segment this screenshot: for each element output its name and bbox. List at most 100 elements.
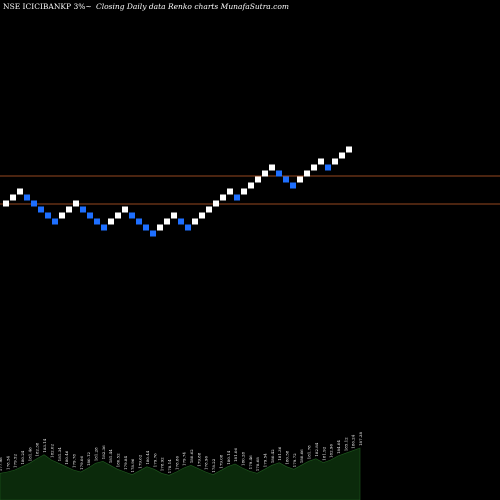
volume-label: 179.74 xyxy=(182,452,187,466)
renko-brick xyxy=(241,188,247,195)
volume-label: 178.14 xyxy=(167,459,172,473)
volume-label: 177.98 xyxy=(0,457,3,471)
chart-subtitle: Closing Daily data Renko charts MunafaSu… xyxy=(96,2,289,11)
volume-label: 178.68 xyxy=(255,457,260,471)
renko-brick xyxy=(192,218,198,225)
chart-title-symbol: NSE ICICIBANKP 3%~ xyxy=(3,2,92,11)
renko-brick xyxy=(339,152,345,159)
renko-brick xyxy=(52,218,58,225)
volume-label: 180.52 xyxy=(116,453,121,467)
volume-label: 179.76 xyxy=(152,453,157,467)
renko-brick xyxy=(115,212,121,219)
volume-label: 185.12 xyxy=(343,437,348,451)
renko-brick xyxy=(101,224,107,231)
renko-brick xyxy=(80,206,86,213)
volume-label: 178.86 xyxy=(174,456,179,470)
renko-brick xyxy=(255,176,261,183)
volume-label: 181.92 xyxy=(321,446,326,460)
renko-brick xyxy=(108,218,114,225)
renko-brick xyxy=(304,170,310,177)
volume-label: 179.88 xyxy=(196,452,201,466)
volume-label: 181.36 xyxy=(277,446,282,460)
renko-brick xyxy=(17,188,23,195)
volume-label: 187.38 xyxy=(358,432,363,446)
renko-brick xyxy=(3,200,9,207)
volume-label: 180.62 xyxy=(189,449,194,463)
renko-bricks xyxy=(3,146,352,237)
renko-brick xyxy=(227,188,233,195)
volume-label: 178.54 xyxy=(5,456,10,470)
volume-area-shape xyxy=(0,447,361,500)
volume-label: 179.84 xyxy=(123,456,128,470)
volume-label: 180.28 xyxy=(240,451,245,465)
renko-brick xyxy=(311,164,317,171)
volume-label: 180.46 xyxy=(64,450,69,464)
volume-label: 180.12 xyxy=(86,452,91,466)
renko-brick xyxy=(94,218,100,225)
renko-brick xyxy=(171,212,177,219)
volume-label: 181.28 xyxy=(94,447,99,461)
volume-label: 181.44 xyxy=(108,449,113,463)
renko-brick xyxy=(325,164,331,171)
renko-brick xyxy=(276,170,282,177)
volume-label: 179.06 xyxy=(79,456,84,470)
renko-brick xyxy=(213,200,219,207)
renko-brick xyxy=(87,212,93,219)
volume-label: 180.58 xyxy=(284,450,289,464)
renko-brick xyxy=(59,212,65,219)
reference-lines xyxy=(0,175,500,205)
volume-label: 182.84 xyxy=(314,442,319,456)
renko-brick xyxy=(157,224,163,231)
renko-brick xyxy=(122,206,128,213)
renko-brick xyxy=(318,158,324,165)
renko-brick xyxy=(283,176,289,183)
renko-brick xyxy=(164,218,170,225)
volume-label: 179.08 xyxy=(218,454,223,468)
renko-brick xyxy=(199,212,205,219)
renko-brick xyxy=(136,218,142,225)
volume-label: 182.02 xyxy=(49,444,54,458)
renko-brick xyxy=(31,200,37,207)
renko-brick xyxy=(290,182,296,189)
volume-label: 181.06 xyxy=(233,448,238,462)
renko-brick xyxy=(10,194,16,201)
volume-label: 179.46 xyxy=(248,455,253,469)
renko-brick xyxy=(143,224,149,231)
renko-brick xyxy=(24,194,30,201)
volume-label: 184.04 xyxy=(336,440,341,454)
renko-brick xyxy=(234,194,240,201)
volume-label: 179.54 xyxy=(263,453,268,467)
volume-label: 180.66 xyxy=(299,449,304,463)
volume-label: 179.72 xyxy=(292,453,297,467)
volume-label: 178.96 xyxy=(204,456,209,470)
renko-brick xyxy=(178,218,184,225)
renko-brick xyxy=(185,224,191,231)
volume-label: 181.34 xyxy=(57,447,62,461)
volume-label: 179.78 xyxy=(72,454,77,468)
renko-brick xyxy=(150,230,156,237)
renko-brick xyxy=(45,212,51,219)
volume-label: 186.24 xyxy=(351,434,356,448)
renko-brick xyxy=(73,200,79,207)
volume-label: 182.96 xyxy=(329,444,334,458)
renko-brick xyxy=(262,170,268,177)
renko-brick xyxy=(332,158,338,165)
volume-label: 182.36 xyxy=(101,445,106,459)
renko-brick xyxy=(206,206,212,213)
volume-label: 179.52 xyxy=(13,454,18,468)
renko-brick xyxy=(66,206,72,213)
renko-brick xyxy=(269,164,275,171)
volume-label: 178.92 xyxy=(160,457,165,471)
volume-label: 182.38 xyxy=(35,442,40,456)
renko-brick xyxy=(346,146,352,153)
volume-label: 180.14 xyxy=(226,450,231,464)
volume-label: 181.78 xyxy=(307,445,312,459)
volume-label: 179.62 xyxy=(138,454,143,468)
volume-label: 180.44 xyxy=(145,450,150,464)
renko-brick xyxy=(220,194,226,201)
volume-label: 178.96 xyxy=(130,458,135,472)
volume-label: 178.22 xyxy=(211,458,216,472)
